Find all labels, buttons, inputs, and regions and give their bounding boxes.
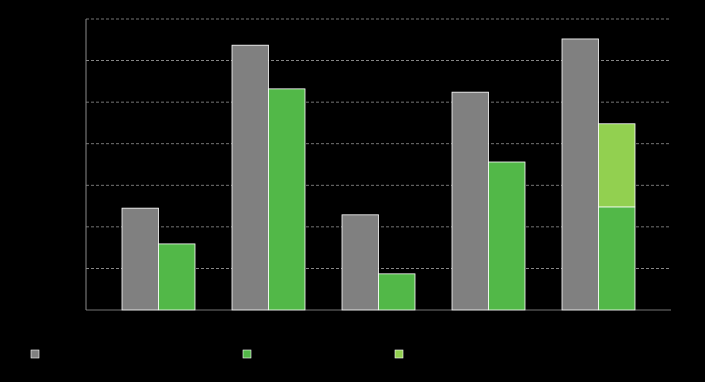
bar bbox=[158, 243, 196, 311]
bar bbox=[231, 44, 269, 311]
bar bbox=[598, 123, 636, 208]
bar bbox=[341, 214, 379, 311]
bar bbox=[598, 206, 636, 311]
bar bbox=[378, 273, 416, 311]
bar bbox=[561, 38, 599, 311]
legend-swatch bbox=[394, 349, 404, 359]
legend-swatch bbox=[242, 349, 252, 359]
bar bbox=[268, 88, 306, 311]
bar bbox=[451, 91, 489, 311]
legend-swatch bbox=[30, 349, 40, 359]
bar bbox=[488, 161, 526, 311]
bar bbox=[121, 207, 159, 311]
